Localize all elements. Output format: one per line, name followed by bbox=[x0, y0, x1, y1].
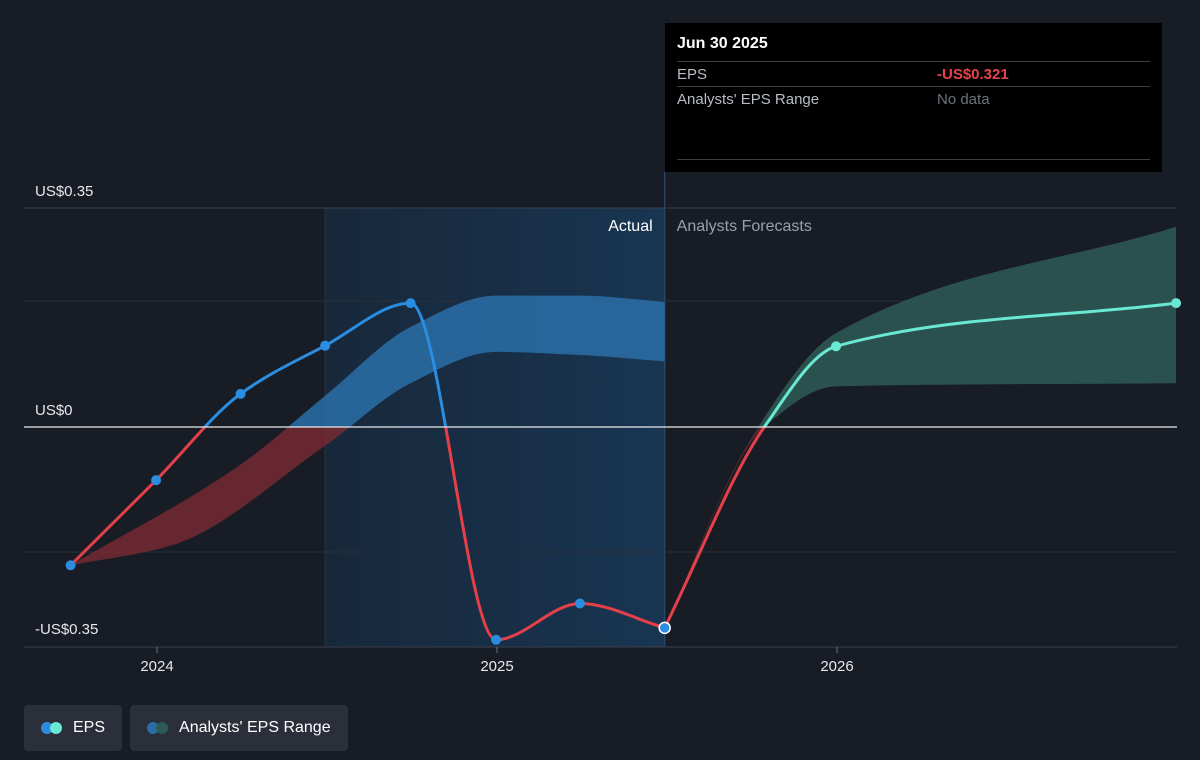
eps-line-negative bbox=[663, 427, 767, 629]
legend: EPS Analysts' EPS Range bbox=[24, 705, 348, 751]
y-tick-label: -US$0.35 bbox=[35, 621, 98, 638]
eps-point bbox=[658, 621, 671, 635]
eps-point bbox=[574, 598, 585, 609]
legend-eps-label: EPS bbox=[73, 719, 106, 736]
tooltip-eps-value: -US$0.321 bbox=[937, 65, 1009, 83]
eps-point bbox=[405, 298, 416, 309]
eps-legend-icon bbox=[41, 722, 63, 734]
legend-item-eps-range[interactable]: Analysts' EPS Range bbox=[130, 705, 348, 751]
tooltip-divider bbox=[677, 159, 1150, 160]
eps-line bbox=[202, 301, 448, 427]
eps-point bbox=[831, 341, 842, 352]
eps-point bbox=[320, 340, 331, 351]
tooltip-row-eps: EPS -US$0.321 bbox=[677, 61, 1150, 86]
eps-point bbox=[65, 560, 76, 571]
tooltip-range-value: No data bbox=[937, 90, 990, 108]
y-tick-label: US$0.35 bbox=[35, 183, 93, 200]
eps-range-band-negative bbox=[70, 427, 350, 566]
eps-line-negative bbox=[69, 427, 666, 642]
legend-item-eps[interactable]: EPS bbox=[24, 705, 123, 751]
x-tick-label: 2025 bbox=[480, 658, 513, 675]
x-tick-label: 2024 bbox=[140, 658, 173, 675]
eps-range-band bbox=[287, 295, 665, 427]
forecast-label: Analysts Forecasts bbox=[677, 218, 812, 235]
legend-eps-range-label: Analysts' EPS Range bbox=[179, 719, 331, 736]
tooltip-eps-label: EPS bbox=[677, 65, 708, 83]
eps-point bbox=[235, 388, 246, 399]
actual-label: Actual bbox=[608, 218, 652, 235]
tooltip-row-range: Analysts' EPS Range No data bbox=[677, 86, 1150, 111]
tooltip-range-label: Analysts' EPS Range bbox=[677, 90, 820, 108]
tooltip-date: Jun 30 2025 bbox=[677, 35, 768, 52]
eps-range-legend-icon bbox=[147, 722, 169, 734]
eps-line bbox=[762, 301, 1177, 427]
eps-range-band bbox=[758, 226, 1177, 427]
x-tick-label: 2026 bbox=[820, 658, 853, 675]
eps-point bbox=[1171, 298, 1182, 309]
eps-point bbox=[491, 634, 502, 645]
y-tick-label: US$0 bbox=[35, 402, 73, 419]
eps-point bbox=[151, 475, 162, 486]
tooltip: Jun 30 2025 EPS -US$0.321 Analysts' EPS … bbox=[665, 23, 1162, 172]
